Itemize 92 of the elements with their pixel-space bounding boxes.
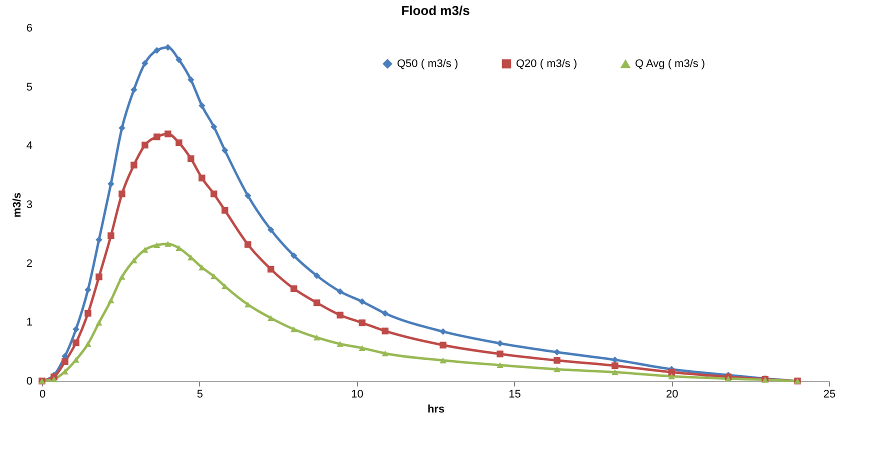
point xyxy=(244,192,252,200)
point xyxy=(496,340,504,347)
x-tick-label: 5 xyxy=(196,388,203,400)
point xyxy=(440,328,446,335)
point xyxy=(176,56,182,64)
point xyxy=(382,310,388,317)
point xyxy=(108,232,114,240)
point xyxy=(313,299,320,306)
legend-label: Q50 ( m3/s ) xyxy=(397,58,458,70)
point xyxy=(84,341,92,347)
point xyxy=(130,257,138,264)
point xyxy=(50,376,58,382)
point xyxy=(244,302,252,308)
point xyxy=(62,358,68,365)
point xyxy=(188,76,194,84)
point xyxy=(108,180,114,188)
point xyxy=(154,47,160,54)
chart-title: Flood m3/s xyxy=(401,3,470,18)
legend-label: Q20 ( m3/s ) xyxy=(516,58,578,70)
point xyxy=(336,341,344,347)
point xyxy=(96,274,102,280)
point xyxy=(313,272,320,280)
point xyxy=(668,373,675,380)
point xyxy=(336,312,344,318)
point xyxy=(210,123,218,130)
y-axis-title: m3/s xyxy=(11,192,24,218)
point xyxy=(142,142,148,148)
point xyxy=(108,297,114,304)
point xyxy=(336,288,344,295)
point xyxy=(188,155,194,162)
point xyxy=(358,298,366,305)
point xyxy=(268,266,274,273)
point xyxy=(496,362,504,368)
point xyxy=(72,326,80,333)
point xyxy=(164,44,172,51)
x-tick-label: 25 xyxy=(823,388,836,400)
point xyxy=(222,207,228,214)
point xyxy=(84,310,92,317)
x-tick-label: 15 xyxy=(508,388,521,400)
point xyxy=(440,342,446,348)
point xyxy=(358,319,366,326)
y-tick-label: 0 xyxy=(26,376,32,388)
point xyxy=(118,274,126,280)
point xyxy=(210,190,218,198)
point xyxy=(142,60,148,67)
point xyxy=(268,226,274,234)
point xyxy=(612,369,618,376)
point xyxy=(244,241,252,248)
point xyxy=(612,356,618,364)
x-axis-title: hrs xyxy=(427,404,445,416)
y-tick-label: 4 xyxy=(26,140,32,152)
point xyxy=(382,350,388,356)
y-tick-label: 1 xyxy=(26,316,32,329)
point xyxy=(612,362,618,370)
point xyxy=(72,339,80,346)
point xyxy=(118,190,126,198)
x-tick-label: 20 xyxy=(666,388,678,400)
y-tick-label: 5 xyxy=(26,81,32,94)
y-tick-label: 3 xyxy=(26,199,32,211)
point xyxy=(440,358,446,364)
point xyxy=(130,162,138,168)
point xyxy=(290,252,298,260)
point xyxy=(96,320,102,326)
point xyxy=(164,130,172,138)
point xyxy=(222,147,228,154)
x-tick-label: 0 xyxy=(39,388,46,400)
point xyxy=(198,174,206,182)
point xyxy=(164,241,172,247)
point xyxy=(382,328,388,334)
point xyxy=(290,326,298,332)
point xyxy=(96,236,102,244)
point xyxy=(72,356,80,363)
y-tick-label: 2 xyxy=(26,258,32,270)
x-tick-label: 10 xyxy=(351,388,364,400)
point xyxy=(290,285,298,292)
point xyxy=(554,357,560,364)
point xyxy=(313,334,320,340)
point xyxy=(358,345,366,351)
point xyxy=(668,368,675,376)
point xyxy=(154,242,160,248)
point xyxy=(268,315,274,321)
point xyxy=(176,139,182,146)
point xyxy=(154,133,160,140)
point xyxy=(554,366,560,372)
point xyxy=(118,124,126,132)
point xyxy=(198,102,206,110)
y-tick-label: 6 xyxy=(26,22,32,34)
point xyxy=(496,350,504,358)
point xyxy=(130,86,138,94)
legend-label: Q Avg ( m3/s ) xyxy=(635,58,706,70)
point xyxy=(84,286,92,294)
point xyxy=(554,348,560,356)
